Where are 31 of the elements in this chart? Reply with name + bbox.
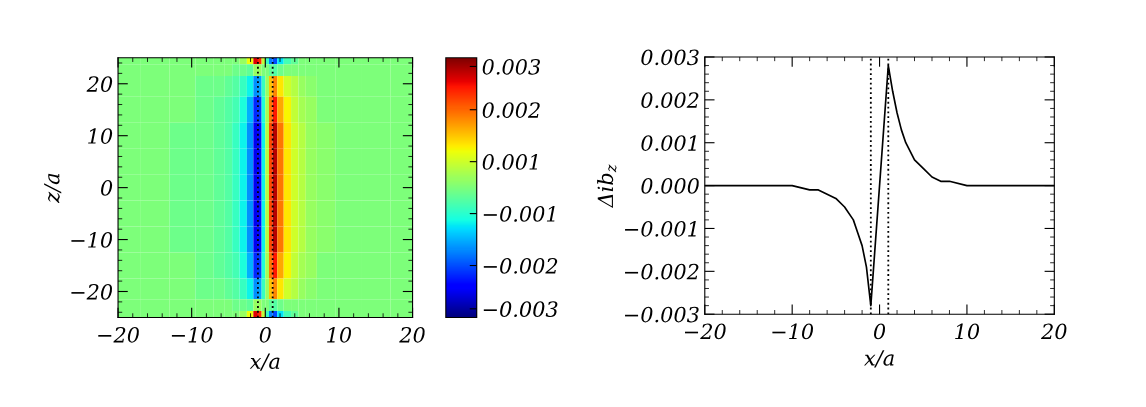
y-tick-label: 10: [88, 128, 113, 144]
x-tick-label: 10: [955, 323, 980, 340]
x-tick-label: −10: [171, 326, 213, 343]
x-axis-title: x/a: [864, 350, 894, 368]
color-bar-label: 0.003: [482, 58, 540, 75]
y-tick-label: −20: [71, 283, 113, 300]
color-bar-label: 0.002: [482, 102, 540, 118]
x-tick-label: 0: [873, 323, 886, 340]
x-axis-title: x/a: [249, 353, 280, 371]
x-tick-label: 10: [327, 326, 352, 343]
x-tick-label: −20: [685, 323, 726, 340]
x-tick-label: 0: [259, 326, 271, 343]
color-bar-label: −0.003: [483, 301, 558, 318]
y-tick-label: −0.002: [625, 263, 699, 280]
y-tick-label: −10: [71, 232, 113, 248]
x-tick-label: −10: [772, 323, 814, 340]
y-tick-label: −0.001: [625, 220, 696, 237]
y-axis-title: z/a: [44, 173, 62, 204]
y-tick-label: 0.002: [641, 92, 699, 109]
y-tick-label: 0.000: [641, 178, 699, 194]
y-axis-title: Δib$_{z}$: [597, 164, 617, 209]
color-bar-label: 0.001: [482, 154, 538, 170]
y-tick-label: 0.001: [641, 135, 696, 151]
y-tick-label: 0: [100, 180, 113, 196]
y-tick-label: 20: [86, 76, 113, 92]
y-tick-label: −0.003: [625, 306, 699, 323]
color-bar-label: −0.002: [483, 257, 558, 274]
x-tick-label: 20: [1040, 323, 1067, 340]
x-tick-label: 20: [399, 326, 425, 343]
color-bar-label: −0.001: [483, 206, 555, 222]
y-tick-label: 0.003: [641, 49, 699, 66]
